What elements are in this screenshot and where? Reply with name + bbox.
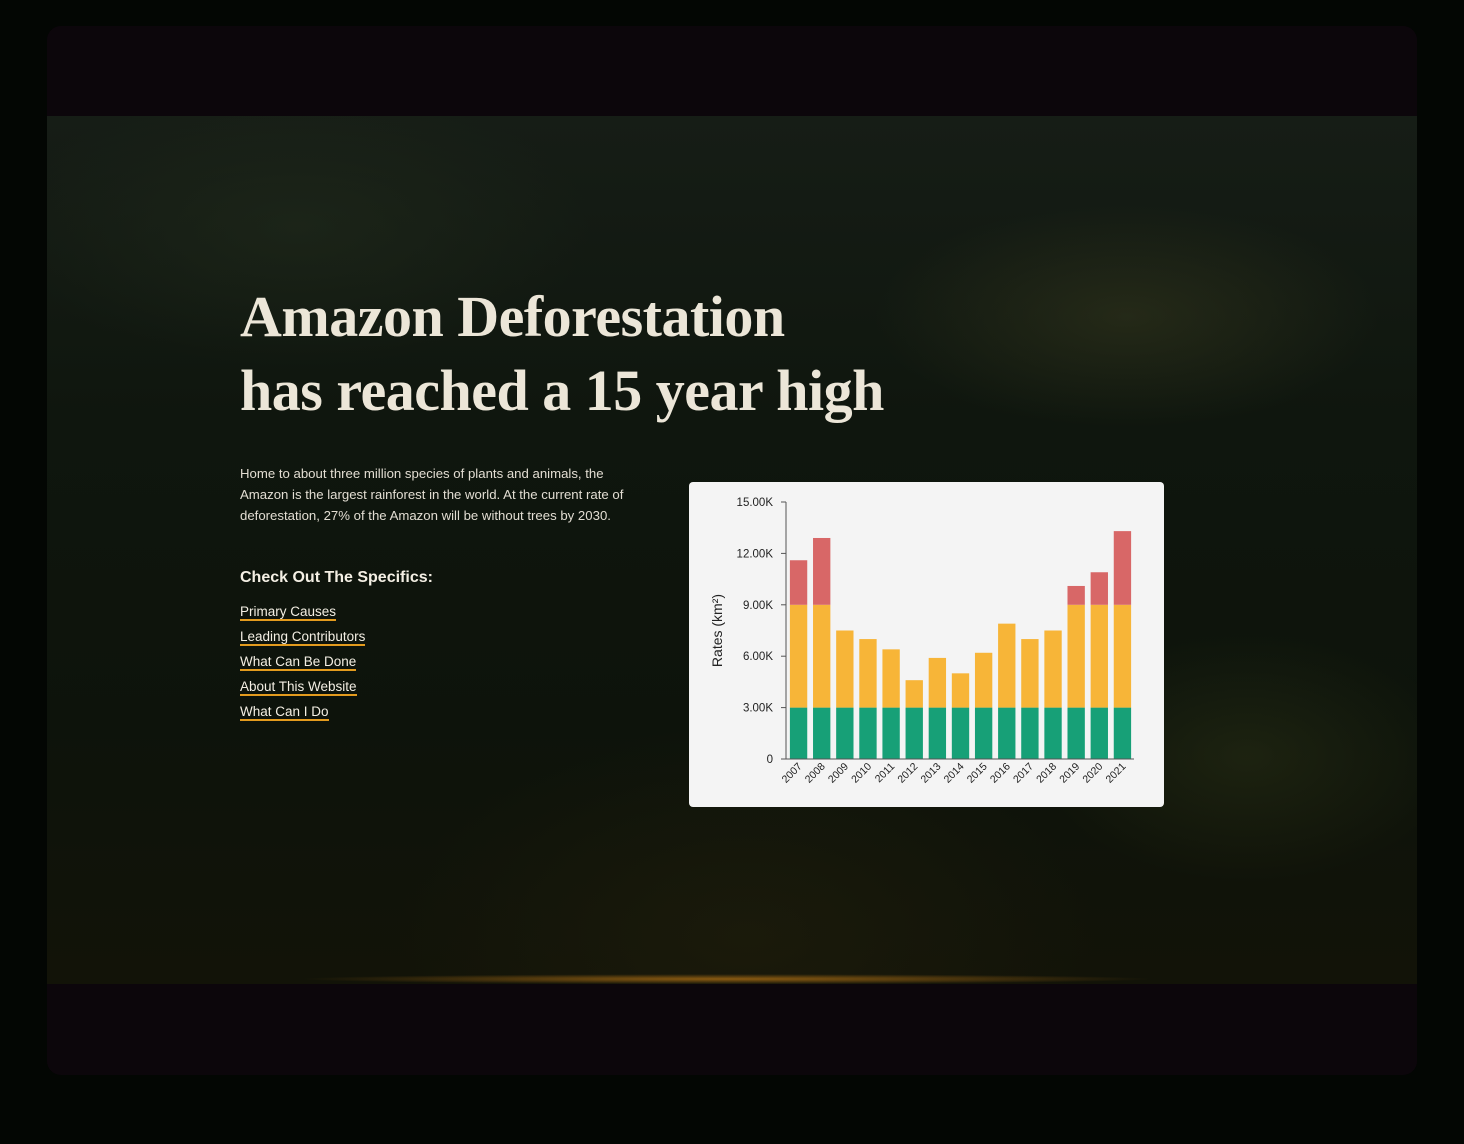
bar-segment — [905, 680, 923, 708]
x-tick-label: 2014 — [942, 761, 967, 786]
bar-segment — [1090, 572, 1108, 605]
bar-segment — [813, 604, 831, 708]
y-tick-label: 6.00K — [743, 651, 773, 663]
deforestation-chart-card: 0 3.00K 6.00K 9.00K 12.00K 15.00K Rates (km²) 2… — [689, 482, 1164, 807]
specifics-link-item: Leading Contributors — [240, 626, 366, 651]
specifics-heading: Check Out The Specifics: — [240, 569, 433, 586]
bar-segment — [998, 623, 1016, 708]
deforestation-bar-chart: 0 3.00K 6.00K 9.00K 12.00K 15.00K Rates (km²) 2… — [709, 497, 1134, 786]
x-tick-label: 2013 — [918, 761, 943, 786]
bar-segment — [859, 639, 877, 708]
specifics-link-item: Primary Causes — [240, 601, 365, 626]
bar-segment — [1021, 707, 1039, 759]
bar-segment — [951, 673, 970, 708]
x-tick-label: 2019 — [1057, 761, 1082, 786]
specifics-link-item: What Can Be Done — [240, 651, 365, 676]
bar-segment — [1067, 604, 1085, 708]
specifics-link-item: About This Website — [240, 676, 365, 701]
bar-segment — [1113, 531, 1132, 605]
y-tick-label: 12.00K — [737, 548, 774, 560]
hero-bottom-glow — [297, 974, 1157, 984]
x-tick-label: 2011 — [873, 761, 898, 786]
link-what-can-be-done[interactable]: What Can Be Done — [240, 654, 357, 671]
bar-segment — [1044, 707, 1062, 759]
intro-paragraph: Home to about three million species of p… — [240, 466, 624, 523]
bar-segment — [836, 707, 854, 759]
browser-frame: Amazon Deforestation has reached a 15 ye… — [47, 26, 1417, 1075]
specifics-link-item: What Can I Do — [240, 701, 365, 726]
bar-segment — [1021, 639, 1039, 708]
bar-segment — [951, 707, 970, 759]
link-about-this-website[interactable]: About This Website — [240, 679, 357, 696]
x-tick-label: 2016 — [988, 761, 1013, 786]
x-tick-label: 2017 — [1011, 761, 1036, 786]
bar-segment — [928, 657, 947, 708]
bar-segment — [1090, 707, 1108, 759]
bar-segment — [998, 707, 1016, 759]
x-tick-label: 2020 — [1080, 761, 1105, 786]
page-title-line-1: Amazon Deforestation — [240, 284, 785, 349]
x-tick-label: 2009 — [826, 761, 851, 786]
y-tick-label: 9.00K — [743, 600, 773, 612]
bar-segment — [1067, 585, 1085, 605]
top-bar — [47, 26, 1417, 116]
y-tick-label: 15.00K — [737, 497, 774, 509]
bar-segment — [928, 707, 947, 759]
bar-segment — [1113, 707, 1132, 759]
x-tick-label: 2007 — [780, 761, 805, 786]
x-tick-label: 2010 — [849, 761, 874, 786]
bar-segment — [974, 707, 993, 759]
bar-segment — [1067, 707, 1085, 759]
bar-segment — [789, 560, 808, 605]
bar-segment — [789, 604, 808, 708]
x-tick-label: 2018 — [1034, 761, 1059, 786]
y-tick-label: 3.00K — [743, 703, 773, 715]
page-title-line-2: has reached a 15 year high — [240, 358, 884, 423]
bottom-bar — [47, 984, 1417, 1075]
link-primary-causes[interactable]: Primary Causes — [240, 604, 337, 621]
y-axis-label: Rates (km²) — [709, 594, 725, 667]
bar-segment — [813, 707, 831, 759]
x-tick-label: 2012 — [895, 761, 920, 786]
x-tick-label: 2021 — [1104, 761, 1129, 786]
specifics-links: Primary Causes Leading Contributors What… — [240, 601, 366, 726]
x-tick-label: 2008 — [803, 761, 828, 786]
bar-segment — [789, 707, 808, 759]
page-title: Amazon Deforestation has reached a 15 ye… — [240, 280, 940, 428]
bar-segment — [974, 652, 993, 708]
x-tick-label: 2015 — [965, 761, 990, 786]
bar-segment — [905, 707, 923, 759]
bar-segment — [836, 630, 854, 708]
bar-segment — [882, 649, 900, 708]
bar-segment — [859, 707, 877, 759]
bar-segment — [1090, 604, 1108, 708]
bar-segment — [1113, 604, 1132, 708]
link-leading-contributors[interactable]: Leading Contributors — [240, 629, 366, 646]
y-tick-label: 0 — [767, 754, 773, 766]
bar-segment — [882, 707, 900, 759]
link-what-can-i-do[interactable]: What Can I Do — [240, 704, 329, 721]
bar-segment — [813, 537, 831, 605]
bar-segment — [1044, 630, 1062, 708]
